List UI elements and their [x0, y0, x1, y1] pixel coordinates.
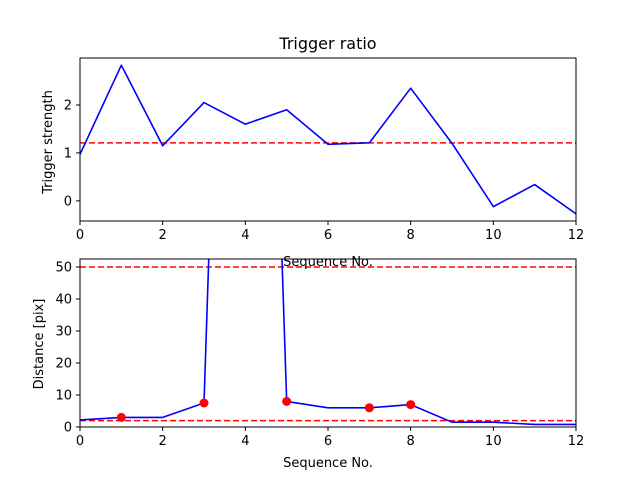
top-xtick-label-6: 12 — [568, 228, 585, 243]
top-ylabel: Trigger strength — [41, 90, 56, 195]
top-xlabel: Sequence No. — [283, 255, 373, 270]
top-ytick-label-0: 0 — [64, 194, 72, 209]
bottom-ytick-label-2: 20 — [55, 357, 72, 372]
bottom-xlabel: Sequence No. — [283, 456, 373, 471]
bottom-xtick-label-1: 2 — [159, 434, 167, 449]
bottom-xtick-label-3: 6 — [324, 434, 332, 449]
bottom-axes-frame — [79, 258, 577, 428]
bottom-marker-1 — [199, 398, 209, 408]
bottom-xtick-label-0: 0 — [76, 434, 84, 449]
bottom-ytick-label-5: 50 — [55, 261, 72, 276]
bottom-xtick-label-6: 12 — [568, 434, 585, 449]
top-plot-area — [80, 64, 576, 215]
bottom-ytick-label-3: 30 — [55, 325, 72, 340]
bottom-ytick-label-4: 40 — [55, 293, 72, 308]
top-xtick-label-3: 6 — [324, 228, 332, 243]
bottom-xtick-label-4: 8 — [407, 434, 415, 449]
bottom-marker-4 — [406, 400, 416, 410]
top-xtick-label-0: 0 — [76, 228, 84, 243]
top-ytick-label-1: 1 — [64, 146, 72, 161]
bottom-marker-3 — [364, 403, 374, 413]
top-title: Trigger ratio — [278, 34, 376, 53]
bottom-series-line-0 — [80, 259, 576, 426]
bottom-ytick-label-1: 10 — [55, 389, 72, 404]
top-series-line-0 — [80, 64, 576, 215]
top-xtick-label-2: 4 — [241, 228, 249, 243]
top-xtick-label-5: 10 — [485, 228, 502, 243]
bottom-ytick-label-0: 0 — [64, 421, 72, 436]
top-xtick-label-1: 2 — [159, 228, 167, 243]
bottom-plot-area — [80, 259, 576, 426]
top-axes-frame — [79, 57, 577, 222]
top-xtick-label-4: 8 — [407, 228, 415, 243]
bottom-ylabel: Distance [pix] — [32, 299, 47, 390]
bottom-panel: 0 2 4 6 8 10 12 0 10 20 30 40 50 — [55, 258, 585, 449]
bottom-xtick-label-2: 4 — [241, 434, 249, 449]
top-ytick-label-2: 2 — [64, 98, 72, 113]
bottom-xtick-label-5: 10 — [485, 434, 502, 449]
bottom-marker-2 — [282, 396, 292, 406]
bottom-marker-0 — [116, 412, 126, 422]
